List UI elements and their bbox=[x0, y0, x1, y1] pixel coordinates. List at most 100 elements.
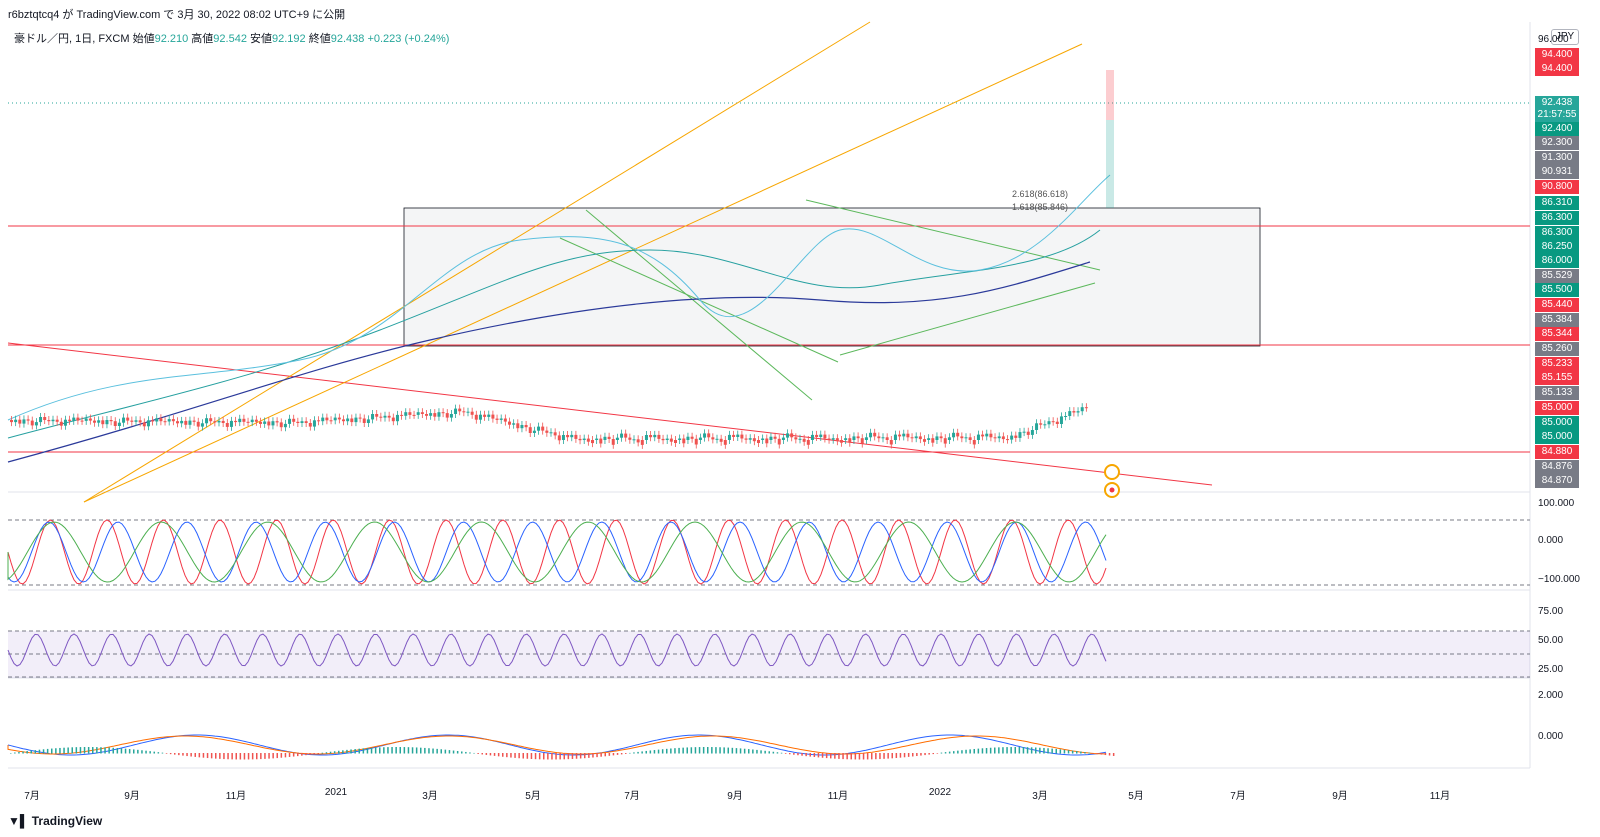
candle-body bbox=[512, 423, 516, 425]
macd-histogram-bar bbox=[731, 747, 734, 754]
macd-histogram-bar bbox=[1006, 747, 1008, 754]
candle-body bbox=[607, 436, 611, 439]
candle-body bbox=[881, 437, 885, 439]
price-label: 84.870 bbox=[1535, 474, 1579, 488]
candle-body bbox=[312, 420, 316, 427]
candle-body bbox=[674, 440, 677, 443]
candle-body bbox=[59, 421, 63, 426]
macd-histogram-bar bbox=[215, 753, 217, 759]
candle-body bbox=[487, 414, 491, 417]
macd-histogram-bar bbox=[321, 752, 324, 754]
macd-histogram-bar bbox=[374, 747, 377, 754]
month-label: 3月 bbox=[1032, 791, 1048, 802]
macd-histogram-bar bbox=[739, 748, 742, 754]
month-label: 3月 bbox=[422, 791, 438, 802]
macd-histogram-bar bbox=[333, 751, 336, 754]
candle-body bbox=[831, 438, 835, 440]
macd-histogram-bar bbox=[317, 753, 319, 754]
candle-body bbox=[611, 439, 615, 445]
macd-histogram-bar bbox=[346, 749, 348, 754]
macd-histogram-bar bbox=[629, 752, 631, 754]
macd-histogram-bar bbox=[256, 753, 258, 760]
macd-histogram-bar bbox=[547, 753, 549, 760]
macd-histogram-bar bbox=[108, 747, 110, 754]
macd-histogram-bar bbox=[780, 752, 783, 754]
price-label: 85.155 bbox=[1535, 371, 1579, 385]
macd-histogram-bar bbox=[518, 753, 520, 759]
macd-histogram-bar bbox=[616, 753, 619, 755]
macd-label-0: 0.000 bbox=[1538, 731, 1564, 742]
high-label: 高値 bbox=[191, 33, 214, 45]
rsi-line bbox=[7, 633, 1107, 667]
macd-histogram-bar bbox=[395, 747, 397, 754]
candle-body bbox=[76, 417, 80, 421]
candle-body bbox=[914, 436, 918, 439]
candle-body bbox=[711, 437, 715, 440]
price-label: 85.133 bbox=[1535, 386, 1579, 400]
candle-body bbox=[425, 414, 428, 416]
macd-histogram-bar bbox=[1026, 747, 1029, 754]
macd-histogram-bar bbox=[899, 753, 902, 758]
price-label: 84.876 bbox=[1535, 460, 1579, 474]
candle-body bbox=[864, 437, 868, 440]
month-label: 7月 bbox=[1230, 791, 1246, 802]
candle-body bbox=[130, 420, 134, 422]
candle-body bbox=[22, 419, 26, 424]
macd-histogram-bar bbox=[1043, 747, 1045, 754]
macd-histogram-bar bbox=[128, 749, 131, 754]
candle-body bbox=[329, 420, 333, 422]
macd-histogram-bar bbox=[272, 753, 274, 759]
tradingview-logo: ▼▌ TradingView bbox=[8, 814, 102, 828]
macd-histogram-bar bbox=[194, 753, 196, 757]
macd-histogram-bar bbox=[989, 747, 992, 754]
macd-histogram-bar bbox=[1076, 751, 1078, 754]
macd-histogram-bar bbox=[657, 749, 660, 754]
candle-body bbox=[1039, 423, 1043, 425]
change-value: +0.223 (+0.24%) bbox=[367, 33, 450, 45]
candle-body bbox=[620, 433, 624, 438]
candle-body bbox=[885, 437, 889, 440]
macd-histogram-bar bbox=[288, 753, 291, 757]
candle-body bbox=[180, 420, 184, 424]
open-value: 92.210 bbox=[154, 33, 189, 45]
price-label: 85.233 bbox=[1535, 357, 1579, 371]
fib-label-2618: 2.618(86.618) bbox=[1012, 189, 1069, 199]
macd-histogram-bar bbox=[461, 751, 463, 754]
macd-histogram-bar bbox=[178, 753, 180, 756]
candle-body bbox=[151, 420, 155, 422]
candle-body bbox=[325, 417, 329, 421]
candle-body bbox=[1084, 407, 1088, 409]
macd-histogram-bar bbox=[842, 753, 844, 760]
candle-body bbox=[835, 438, 839, 442]
candle-body bbox=[259, 421, 262, 424]
macd-histogram-bar bbox=[190, 753, 192, 757]
macd-histogram-bar bbox=[14, 752, 16, 754]
candle-body bbox=[757, 440, 760, 443]
currency-badge[interactable]: JPY bbox=[1551, 29, 1579, 45]
macd-histogram-bar bbox=[907, 753, 910, 757]
candle-body bbox=[445, 413, 449, 418]
macd-histogram-bar bbox=[584, 753, 586, 759]
candle-body bbox=[97, 420, 101, 423]
candle-body bbox=[433, 413, 437, 417]
macd-histogram-bar bbox=[469, 752, 471, 754]
candle-body bbox=[337, 417, 341, 420]
macd-histogram-bar bbox=[686, 747, 688, 754]
candle-body bbox=[744, 438, 748, 440]
candle-body bbox=[532, 430, 536, 433]
candle-body bbox=[644, 435, 648, 440]
candle-body bbox=[578, 438, 582, 441]
macd-histogram-bar bbox=[493, 753, 496, 756]
candle-body bbox=[26, 419, 30, 421]
macd-histogram-bar bbox=[625, 753, 627, 754]
macd-histogram-bar bbox=[801, 753, 803, 756]
candle-body bbox=[823, 434, 827, 439]
candle-body bbox=[283, 423, 287, 428]
candle-body bbox=[68, 419, 72, 421]
macd-histogram-bar bbox=[63, 747, 65, 754]
axis-top-tick: 96.000 bbox=[1538, 34, 1569, 45]
macd-histogram-bar bbox=[489, 753, 492, 756]
candle-body bbox=[483, 414, 487, 417]
month-label: 11月 bbox=[1429, 791, 1451, 802]
